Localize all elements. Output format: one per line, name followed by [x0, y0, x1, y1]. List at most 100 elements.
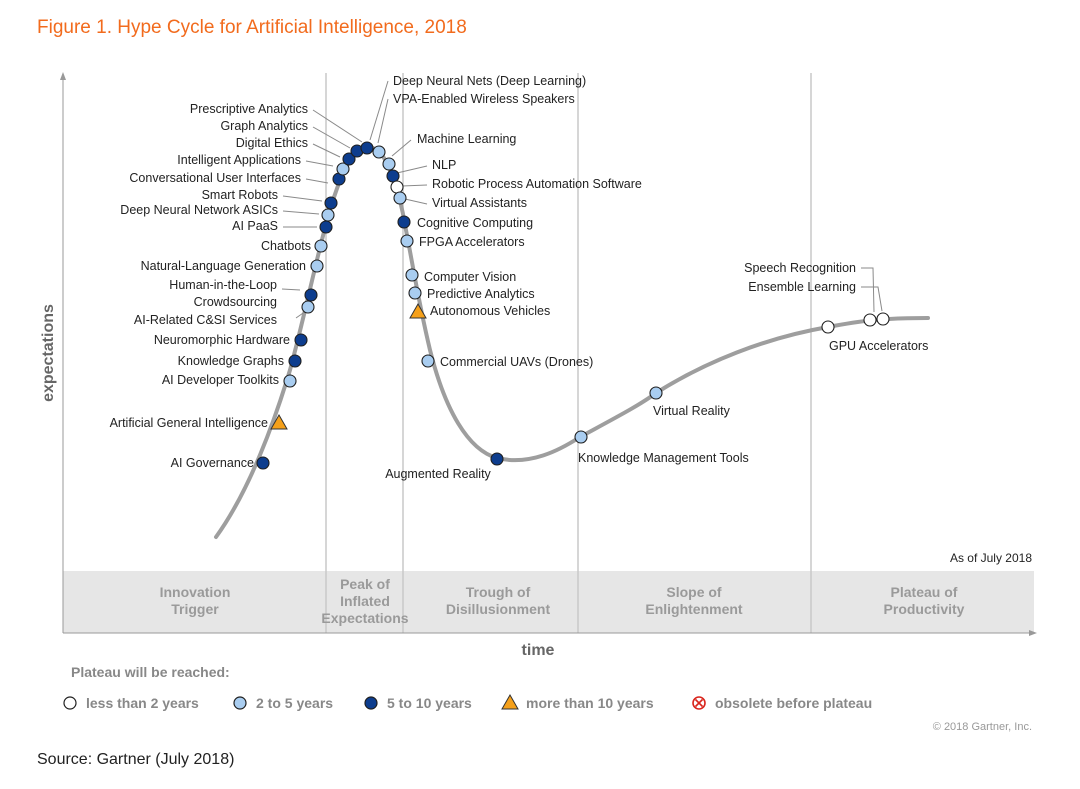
leader-line-intelligent-applications — [305, 160, 334, 167]
label-autonomous-vehicles: Autonomous Vehicles — [430, 304, 550, 318]
phase-label-trough-of-disillusionment: Trough of Disillusionment — [446, 584, 551, 617]
legend-2to5-symbol — [233, 696, 247, 710]
marker-vpa-enabled-wireless-speakers — [372, 145, 386, 159]
marker-nlp — [386, 169, 400, 183]
label-prescriptive-analytics: Prescriptive Analytics — [190, 102, 308, 116]
marker-machine-learning — [382, 157, 396, 171]
leader-line-robotic-process-automation-software — [401, 184, 428, 187]
label-conversational-user-interfaces: Conversational User Interfaces — [129, 171, 301, 185]
leader-line-smart-robots — [282, 195, 323, 202]
label-natural-language-generation: Natural-Language Generation — [141, 259, 306, 273]
label-smart-robots: Smart Robots — [202, 188, 278, 202]
marker-knowledge-graphs — [288, 354, 302, 368]
marker-smart-robots — [324, 196, 338, 210]
label-cognitive-computing: Cognitive Computing — [417, 216, 533, 230]
legend-lt2-label: less than 2 years — [86, 695, 199, 711]
leader-line-machine-learning — [391, 139, 412, 157]
leader-line-nlp — [396, 165, 428, 174]
label-knowledge-graphs: Knowledge Graphs — [178, 354, 284, 368]
label-predictive-analytics: Predictive Analytics — [427, 287, 535, 301]
phase-label-innovation-trigger: Innovation Trigger — [160, 584, 231, 617]
marker-neuromorphic-hardware — [294, 333, 308, 347]
label-intelligent-applications: Intelligent Applications — [177, 153, 301, 167]
label-computer-vision: Computer Vision — [424, 270, 516, 284]
copyright: © 2018 Gartner, Inc. — [933, 721, 1032, 733]
legend-lt2-symbol — [63, 696, 77, 710]
label-nlp: NLP — [432, 158, 456, 172]
x-axis-arrow — [1029, 630, 1037, 636]
marker-fpga-accelerators — [400, 234, 414, 248]
hype-curve — [214, 144, 930, 539]
label-crowdsourcing: Crowdsourcing — [194, 295, 277, 309]
marker-gpu-accelerators — [821, 320, 835, 334]
marker-ensemble-learning — [876, 312, 890, 326]
x-axis-label: time — [522, 642, 555, 659]
label-human-in-the-loop: Human-in-the-Loop — [169, 278, 277, 292]
phase-labels: Innovation Trigger Peak of Inflated Expectat… — [160, 576, 965, 626]
marker-human-in-the-loop — [304, 288, 318, 302]
label-ai-related-c-si-services: AI-Related C&SI Services — [134, 313, 277, 327]
label-graph-analytics: Graph Analytics — [220, 119, 308, 133]
label-ensemble-learning: Ensemble Learning — [748, 280, 856, 294]
legend-5to10-symbol — [364, 696, 378, 710]
marker-commercial-uavs-drones — [421, 354, 435, 368]
marker-ai-paas — [319, 220, 333, 234]
legend: less than 2 years 2 to 5 years 5 to 10 yea… — [63, 693, 872, 711]
phase-band — [63, 571, 1034, 633]
marker-intelligent-applications — [336, 162, 350, 176]
marker-computer-vision — [405, 268, 419, 282]
label-augmented-reality: Augmented Reality — [385, 467, 491, 481]
legend-gt10-symbol — [501, 693, 519, 710]
marker-autonomous-vehicles — [409, 302, 427, 319]
label-fpga-accelerators: FPGA Accelerators — [419, 235, 525, 249]
label-machine-learning: Machine Learning — [417, 132, 516, 146]
marker-knowledge-management-tools — [574, 430, 588, 444]
marker-virtual-assistants — [393, 191, 407, 205]
legend-obsolete-symbol-stroke — [694, 698, 704, 708]
y-axis-arrow — [60, 72, 66, 80]
leader-line-conversational-user-interfaces — [305, 178, 329, 184]
leader-line-deep-neural-nets-deep-learning — [369, 80, 389, 141]
marker-natural-language-generation — [310, 259, 324, 273]
label-chatbots: Chatbots — [261, 239, 311, 253]
label-ai-developer-toolkits: AI Developer Toolkits — [162, 373, 279, 387]
marker-artificial-general-intelligence — [270, 413, 288, 430]
technology-markers — [256, 141, 890, 470]
source-note: Source: Gartner (July 2018) — [37, 751, 235, 768]
label-ai-governance: AI Governance — [171, 456, 254, 470]
label-vpa-enabled-wireless-speakers: VPA-Enabled Wireless Speakers — [393, 92, 575, 106]
leader-line-deep-neural-network-asics — [282, 210, 320, 215]
legend-5to10-label: 5 to 10 years — [387, 695, 472, 711]
legend-obsolete-label: obsolete before plateau — [715, 695, 872, 711]
legend-title: Plateau will be reached: — [71, 664, 230, 680]
label-gpu-accelerators: GPU Accelerators — [829, 339, 928, 353]
marker-virtual-reality — [649, 386, 663, 400]
marker-robotic-process-automation-software — [390, 180, 404, 194]
marker-ai-governance — [256, 456, 270, 470]
label-commercial-uavs-drones: Commercial UAVs (Drones) — [440, 355, 593, 369]
label-deep-neural-network-asics: Deep Neural Network ASICs — [120, 203, 278, 217]
label-digital-ethics: Digital Ethics — [236, 136, 308, 150]
label-ai-paas: AI PaaS — [232, 219, 278, 233]
marker-digital-ethics — [342, 152, 356, 166]
phase-label-slope-of-enlightenment: Slope of Enlightenment — [645, 584, 743, 617]
label-deep-neural-nets-deep-learning: Deep Neural Nets (Deep Learning) — [393, 74, 586, 88]
legend-gt10-label: more than 10 years — [526, 695, 654, 711]
figure-title: Figure 1. Hype Cycle for Artificial Inte… — [37, 17, 467, 38]
label-neuromorphic-hardware: Neuromorphic Hardware — [154, 333, 290, 347]
label-speech-recognition: Speech Recognition — [744, 261, 856, 275]
marker-augmented-reality — [490, 452, 504, 466]
leader-line-graph-analytics — [312, 126, 351, 149]
leader-line-digital-ethics — [312, 143, 341, 158]
marker-predictive-analytics — [408, 286, 422, 300]
label-virtual-assistants: Virtual Assistants — [432, 196, 527, 210]
marker-ai-related-c-si-services — [301, 300, 315, 314]
y-axis-label: expectations — [40, 304, 57, 402]
leader-line-prescriptive-analytics — [312, 109, 363, 143]
label-virtual-reality: Virtual Reality — [653, 404, 731, 418]
phase-label-plateau-of-productivity: Plateau of Productivity — [884, 584, 965, 617]
technology-labels: AI Governance Artificial General Intellig… — [110, 74, 929, 481]
marker-speech-recognition — [863, 313, 877, 327]
leader-line-virtual-assistants — [404, 198, 428, 205]
